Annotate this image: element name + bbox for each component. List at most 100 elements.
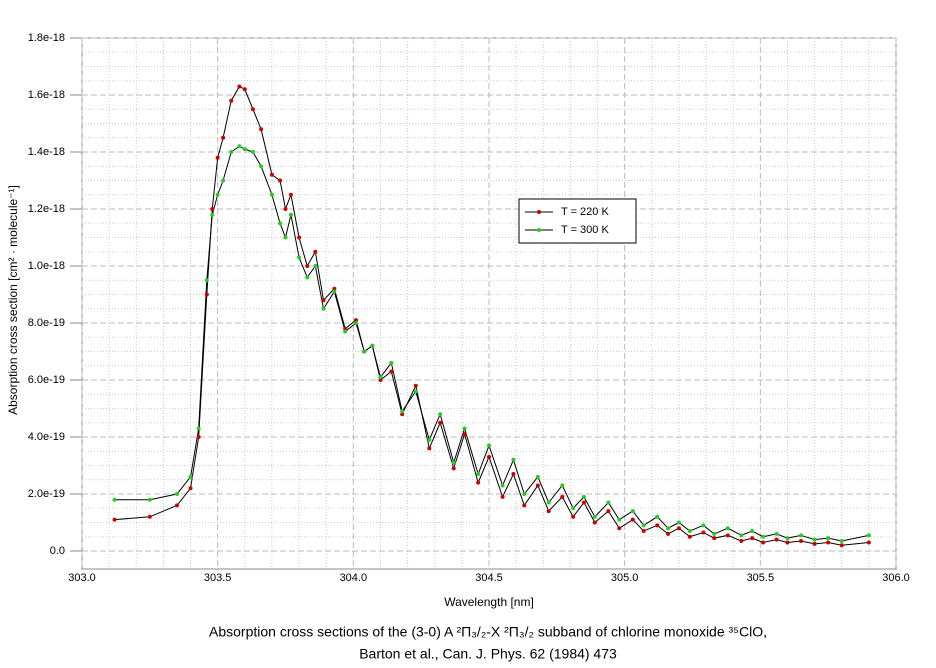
data-point bbox=[487, 443, 491, 448]
data-point bbox=[269, 172, 274, 177]
data-point bbox=[666, 526, 671, 531]
data-point bbox=[269, 192, 274, 197]
data-point bbox=[687, 534, 692, 539]
data-point bbox=[112, 497, 117, 502]
data-point bbox=[283, 207, 288, 211]
data-point bbox=[427, 437, 432, 442]
data-point bbox=[288, 212, 293, 217]
data-point bbox=[617, 517, 622, 522]
y-tick-label: 1.2e-18 bbox=[28, 203, 65, 215]
data-point bbox=[147, 514, 152, 519]
legend-box bbox=[518, 198, 637, 244]
x-tick-label: 303.0 bbox=[68, 572, 96, 584]
data-point bbox=[278, 178, 283, 183]
data-point bbox=[511, 457, 516, 462]
data-point bbox=[451, 460, 456, 465]
x-tick-label: 304.0 bbox=[340, 572, 368, 584]
data-point bbox=[354, 318, 359, 323]
data-point bbox=[476, 480, 481, 485]
marks bbox=[112, 84, 871, 548]
data-point bbox=[215, 155, 220, 160]
y-tick-label: 4.0e-19 bbox=[28, 431, 65, 443]
data-point bbox=[343, 329, 348, 334]
data-point bbox=[174, 503, 179, 508]
data-point bbox=[210, 207, 215, 211]
data-point bbox=[866, 533, 871, 538]
data-point bbox=[750, 529, 755, 534]
data-point bbox=[413, 383, 418, 388]
data-point bbox=[242, 147, 247, 152]
legend-label: T = 220 K bbox=[561, 206, 609, 218]
data-point bbox=[676, 526, 681, 531]
data-point bbox=[641, 529, 646, 534]
data-point bbox=[535, 474, 540, 479]
y-tick-label: 1.6e-18 bbox=[28, 89, 65, 101]
data-point bbox=[174, 492, 179, 496]
y-axis-label: Absorption cross section [cm² · molecule… bbox=[6, 185, 20, 415]
data-point bbox=[701, 523, 706, 528]
data-point bbox=[826, 540, 831, 545]
data-point bbox=[188, 474, 193, 479]
data-point bbox=[188, 486, 193, 491]
data-point bbox=[354, 321, 359, 325]
data-point bbox=[278, 221, 283, 226]
data-point bbox=[839, 539, 844, 544]
data-point bbox=[259, 127, 264, 132]
data-point bbox=[750, 536, 755, 541]
data-point bbox=[774, 531, 779, 536]
data-point bbox=[739, 539, 744, 544]
data-point bbox=[370, 343, 375, 348]
x-tick-label: 306.0 bbox=[882, 572, 910, 584]
series-line bbox=[114, 145, 869, 542]
data-point bbox=[389, 369, 394, 374]
y-tick-label: 1.0e-18 bbox=[28, 260, 65, 272]
data-point bbox=[259, 164, 264, 169]
y-tick-label: 1.4e-18 bbox=[28, 146, 65, 158]
data-point bbox=[204, 292, 209, 297]
data-point bbox=[511, 472, 516, 477]
legend-label: T = 300 K bbox=[561, 224, 609, 236]
x-tick-label: 303.5 bbox=[204, 572, 232, 584]
data-point bbox=[739, 533, 744, 538]
data-point bbox=[250, 150, 255, 154]
data-point bbox=[487, 454, 491, 459]
data-point bbox=[799, 533, 804, 538]
data-point bbox=[592, 520, 597, 525]
data-point bbox=[581, 494, 586, 499]
y-tick-label: 0.0 bbox=[50, 545, 65, 557]
x-tick-label: 305.5 bbox=[747, 572, 775, 584]
data-point bbox=[476, 472, 481, 477]
data-point bbox=[313, 264, 318, 268]
y-tick-label: 1.8e-18 bbox=[28, 32, 65, 44]
x-tick-label: 304.5 bbox=[475, 572, 503, 584]
data-point bbox=[701, 530, 706, 535]
data-point bbox=[839, 543, 844, 548]
data-point bbox=[112, 517, 117, 522]
data-point bbox=[785, 540, 790, 545]
data-point bbox=[283, 235, 288, 240]
data-point bbox=[606, 500, 611, 505]
data-point bbox=[250, 107, 255, 112]
data-point bbox=[237, 144, 242, 149]
data-point bbox=[500, 483, 505, 488]
y-tick-label: 8.0e-19 bbox=[28, 317, 65, 329]
data-point bbox=[866, 540, 871, 545]
data-point bbox=[522, 503, 527, 508]
data-point bbox=[229, 98, 234, 103]
data-point bbox=[500, 494, 505, 499]
data-point bbox=[242, 87, 247, 92]
series-line bbox=[114, 85, 869, 546]
data-point bbox=[288, 192, 293, 197]
data-point bbox=[655, 523, 660, 528]
data-point bbox=[332, 286, 337, 291]
data-point bbox=[826, 536, 831, 541]
legend-marker bbox=[537, 210, 541, 214]
data-point bbox=[812, 537, 817, 542]
data-point bbox=[400, 409, 405, 414]
data-point bbox=[812, 541, 817, 546]
chart-subtitle: Barton et al., Can. J. Phys. 62 (1984) 4… bbox=[359, 646, 617, 662]
data-point bbox=[297, 235, 302, 240]
chart-title: Absorption cross sections of the (3-0) A… bbox=[209, 624, 767, 640]
data-point bbox=[725, 533, 730, 538]
data-point bbox=[215, 192, 220, 197]
